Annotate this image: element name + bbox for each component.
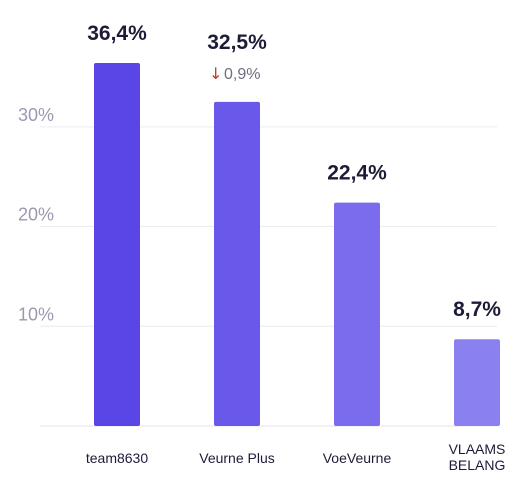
value-label: 32,5% <box>207 31 267 54</box>
bar-layer <box>94 63 500 427</box>
x-tick-label-line: VLAAMS <box>449 441 506 457</box>
y-tick-label: 30% <box>18 105 54 125</box>
x-tick-label: Veurne Plus <box>199 450 275 466</box>
bar-team8630 <box>94 63 140 426</box>
value-label: 36,4% <box>87 22 147 45</box>
x-tick-label: team8630 <box>86 450 148 466</box>
bar-veurne-plus <box>214 101 260 427</box>
y-tick-label: 10% <box>18 304 54 324</box>
value-label: 22,4% <box>327 162 387 185</box>
x-tick-label: VLAAMS BELANG <box>449 441 506 473</box>
x-tick-label-line: BELANG <box>449 457 506 473</box>
change-label: 0,9% <box>224 66 260 83</box>
x-tick-label: VoeVeurne <box>323 450 392 466</box>
value-label: 8,7% <box>453 298 501 321</box>
bar-voeveurne <box>334 202 380 426</box>
change-arrow-down-icon: ↓ <box>209 64 222 83</box>
y-tick-label: 20% <box>18 205 54 225</box>
label-layer: 36,4% team8630 ↓ 0,9% 32,5% Veurne Plus 22,4% V… <box>86 22 506 473</box>
bar-vlaams-belang <box>454 339 500 426</box>
